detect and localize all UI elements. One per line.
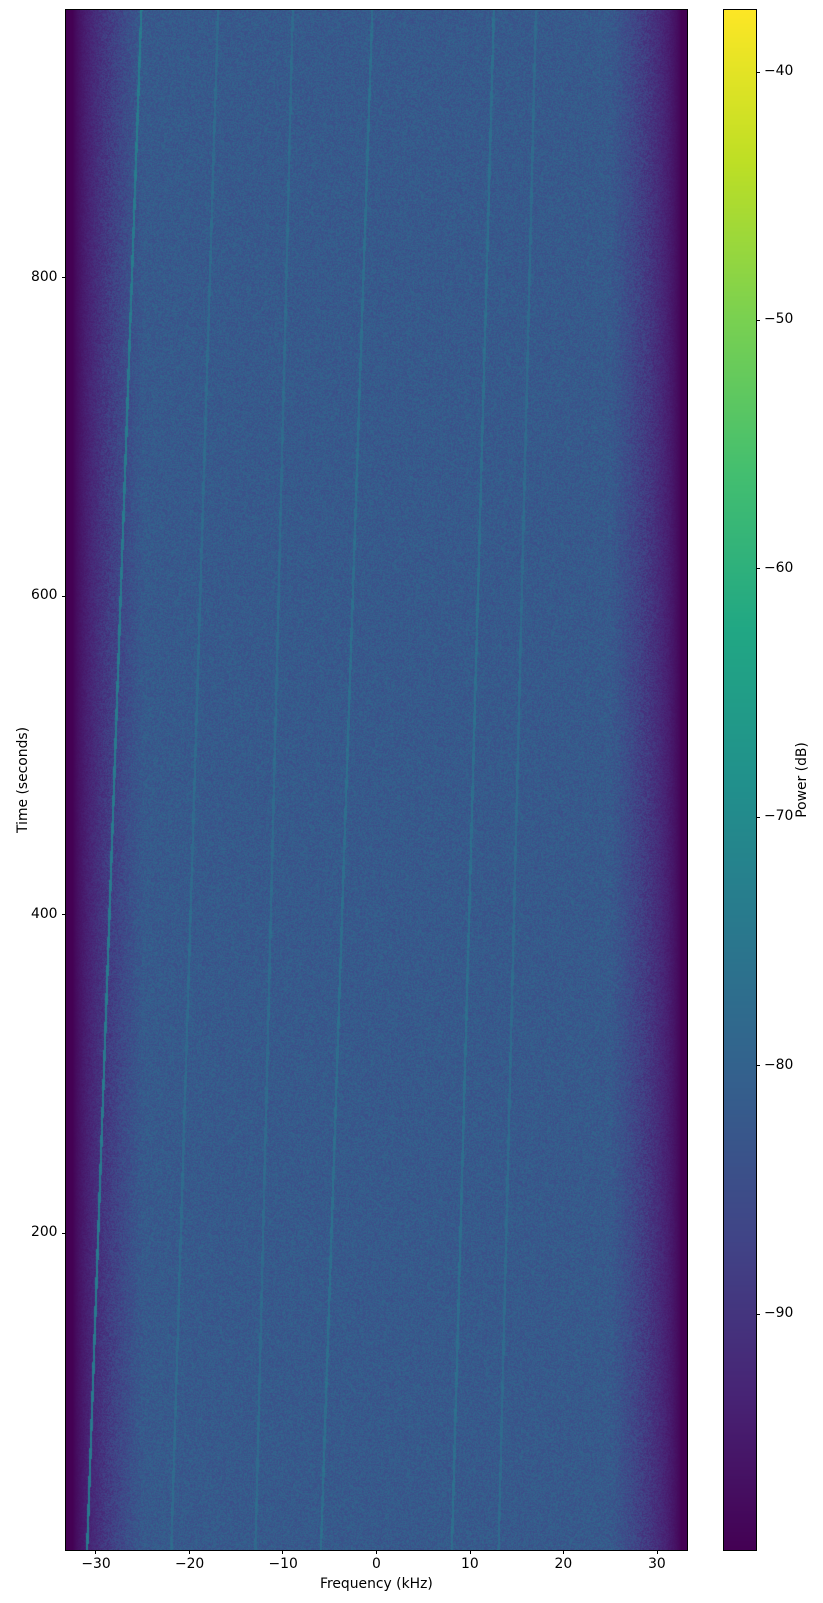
x-tick (563, 1550, 565, 1554)
y-tick-label: 400 (31, 905, 58, 922)
x-tick (469, 1550, 471, 1554)
y-tick-label: 600 (31, 587, 58, 604)
y-tick-label: 800 (31, 268, 58, 285)
colorbar-tick (756, 568, 760, 570)
x-tick (95, 1550, 97, 1554)
x-axis-label: Frequency (kHz) (320, 1576, 433, 1592)
colorbar-tick-label: −90 (764, 1305, 794, 1322)
y-tick-label: 200 (31, 1224, 58, 1241)
colorbar-tick (756, 71, 760, 73)
x-tick-label: −20 (174, 1556, 205, 1572)
colorbar-tick (756, 319, 760, 321)
x-tick-label: 20 (554, 1556, 573, 1572)
spectrogram-plot-area (66, 10, 687, 1550)
x-tick-label: −10 (268, 1556, 298, 1572)
x-tick-label: 10 (461, 1556, 479, 1572)
colorbar (724, 10, 756, 1550)
colorbar-tick (756, 1313, 760, 1315)
x-tick (282, 1550, 284, 1554)
colorbar-tick (756, 1065, 760, 1067)
spectrogram-heatmap (66, 10, 687, 1550)
colorbar-tick (756, 816, 760, 818)
x-tick-label: −30 (81, 1556, 111, 1572)
x-tick-label: 30 (648, 1556, 666, 1572)
y-tick (62, 277, 66, 279)
y-tick (62, 1232, 66, 1234)
x-tick (656, 1550, 658, 1554)
x-tick (376, 1550, 377, 1554)
colorbar-tick-label: −50 (764, 311, 794, 328)
y-tick (62, 914, 66, 916)
x-tick-label: 0 (372, 1556, 381, 1572)
y-tick (62, 595, 66, 597)
colorbar-tick-label: −80 (764, 1056, 794, 1073)
colorbar-tick-label: −60 (764, 559, 794, 576)
colorbar-label: Power (dB) (793, 742, 810, 818)
colorbar-tick-label: −40 (764, 63, 794, 80)
colorbar-tick-label: −70 (764, 808, 794, 825)
colorbar-gradient (724, 10, 756, 1550)
y-axis-label: Time (seconds) (15, 726, 32, 833)
x-tick (188, 1550, 190, 1554)
